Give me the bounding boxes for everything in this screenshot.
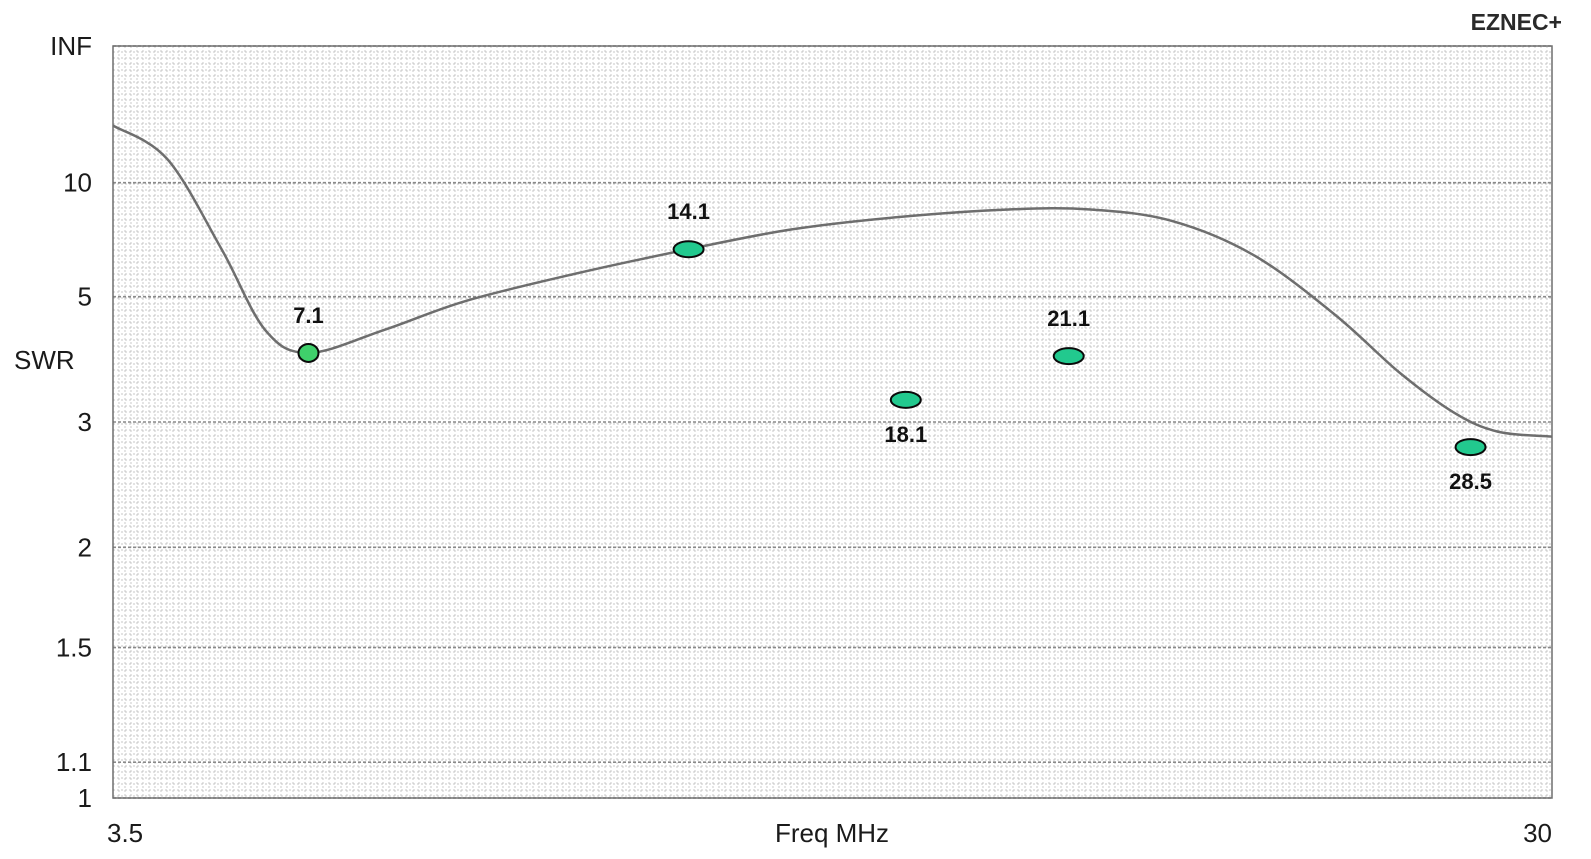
marker-label: 7.1	[293, 303, 324, 328]
y-tick-label: 1.5	[56, 633, 92, 663]
y-tick-label: 1	[78, 783, 92, 813]
marker-7-1	[297, 342, 320, 363]
y-tick-label: 1.1	[56, 747, 92, 777]
brand-label: EZNEC+	[1471, 9, 1562, 35]
y-axis-tick-labels: 1 1.1 1.5 2 3 5 10 INF	[50, 31, 92, 813]
marker-label: 21.1	[1047, 306, 1090, 331]
x-tick-label-max: 30	[1523, 818, 1552, 848]
marker-label: 18.1	[884, 422, 927, 447]
y-tick-label: 3	[78, 407, 92, 437]
y-tick-label: 2	[78, 532, 92, 562]
y-tick-label: 5	[78, 282, 92, 312]
marker-18-1	[889, 390, 922, 409]
frequency-markers: 7.1 14.1 18.1 21.1 28.5	[293, 199, 1492, 494]
y-tick-label: 10	[63, 168, 92, 198]
y-axis-title: SWR	[14, 345, 75, 375]
swr-curve	[112, 124, 1553, 438]
marker-label: 14.1	[667, 199, 710, 224]
marker-label: 28.5	[1449, 469, 1492, 494]
x-tick-label-min: 3.5	[107, 818, 143, 848]
plot-border	[112, 45, 1553, 799]
marker-21-1	[1052, 347, 1085, 366]
marker-28-5	[1454, 438, 1487, 457]
marker-14-1	[672, 240, 705, 259]
x-axis-title: Freq MHz	[775, 818, 889, 848]
y-tick-label: INF	[50, 31, 92, 61]
